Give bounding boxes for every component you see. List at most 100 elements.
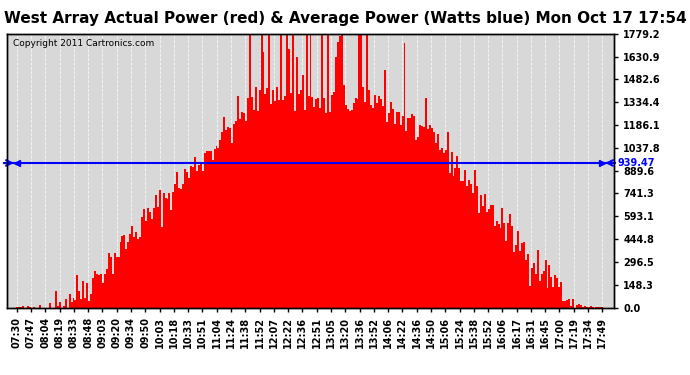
- Bar: [28, 306, 30, 308]
- Bar: [306, 34, 308, 308]
- Bar: [595, 307, 598, 308]
- Bar: [215, 146, 217, 308]
- Bar: [63, 306, 65, 308]
- Bar: [70, 302, 72, 307]
- Bar: [175, 184, 177, 308]
- Bar: [376, 103, 378, 308]
- Bar: [33, 307, 35, 308]
- Bar: [441, 148, 443, 308]
- Bar: [572, 299, 574, 307]
- Bar: [490, 206, 492, 308]
- Bar: [380, 99, 382, 308]
- Bar: [437, 134, 439, 308]
- Bar: [351, 110, 353, 308]
- Bar: [386, 122, 388, 308]
- Bar: [177, 172, 178, 308]
- Bar: [264, 94, 266, 308]
- Bar: [511, 226, 513, 308]
- Bar: [250, 97, 253, 308]
- Bar: [488, 209, 490, 308]
- Bar: [192, 168, 194, 308]
- Bar: [184, 168, 186, 308]
- Bar: [507, 223, 509, 308]
- Bar: [129, 234, 131, 308]
- Bar: [368, 90, 371, 308]
- Bar: [546, 288, 549, 308]
- Bar: [294, 111, 296, 308]
- Bar: [106, 269, 108, 308]
- Bar: [423, 127, 425, 308]
- Bar: [392, 110, 394, 308]
- Bar: [288, 50, 290, 308]
- Bar: [556, 279, 558, 308]
- Bar: [39, 305, 41, 308]
- Bar: [417, 137, 420, 308]
- Bar: [502, 208, 504, 308]
- Bar: [55, 291, 57, 308]
- Bar: [554, 275, 556, 308]
- Bar: [137, 238, 139, 308]
- Bar: [315, 99, 317, 308]
- Bar: [382, 106, 384, 308]
- Bar: [102, 283, 104, 308]
- Bar: [355, 99, 357, 308]
- Bar: [290, 93, 292, 308]
- Bar: [431, 128, 433, 308]
- Bar: [274, 100, 276, 308]
- Bar: [88, 301, 90, 307]
- Bar: [325, 113, 327, 308]
- Bar: [329, 111, 331, 308]
- Bar: [133, 237, 135, 308]
- Bar: [139, 237, 141, 308]
- Bar: [57, 306, 59, 308]
- Bar: [400, 124, 402, 308]
- Bar: [523, 242, 525, 308]
- Bar: [533, 263, 535, 308]
- Bar: [541, 274, 542, 308]
- Bar: [371, 105, 372, 308]
- Bar: [235, 121, 237, 308]
- Bar: [372, 108, 374, 307]
- Bar: [451, 152, 453, 308]
- Bar: [549, 265, 551, 308]
- Bar: [200, 164, 201, 308]
- Bar: [527, 254, 529, 308]
- Bar: [121, 236, 124, 308]
- Bar: [237, 96, 239, 308]
- Bar: [476, 186, 478, 308]
- Bar: [226, 130, 227, 308]
- Bar: [231, 143, 233, 308]
- Bar: [590, 306, 591, 308]
- Bar: [580, 305, 582, 308]
- Bar: [357, 99, 359, 308]
- Bar: [578, 304, 580, 307]
- Bar: [404, 43, 406, 308]
- Bar: [425, 98, 427, 308]
- Bar: [394, 124, 395, 308]
- Bar: [345, 105, 347, 308]
- Bar: [337, 42, 339, 308]
- Bar: [30, 307, 31, 308]
- Bar: [124, 235, 126, 308]
- Bar: [443, 153, 444, 308]
- Bar: [280, 34, 282, 308]
- Bar: [212, 160, 213, 308]
- Bar: [495, 221, 497, 308]
- Bar: [500, 228, 502, 308]
- Text: West Array Actual Power (red) & Average Power (Watts blue) Mon Oct 17 17:54: West Array Actual Power (red) & Average …: [3, 11, 687, 26]
- Bar: [366, 34, 368, 308]
- Bar: [299, 90, 302, 308]
- Bar: [374, 95, 376, 308]
- Bar: [411, 114, 413, 308]
- Bar: [227, 128, 229, 308]
- Bar: [406, 131, 408, 308]
- Bar: [384, 70, 386, 308]
- Bar: [92, 278, 94, 308]
- Bar: [584, 306, 586, 308]
- Bar: [462, 181, 464, 308]
- Bar: [474, 170, 476, 308]
- Bar: [558, 287, 560, 308]
- Bar: [257, 111, 259, 308]
- Bar: [353, 103, 355, 308]
- Bar: [343, 85, 345, 308]
